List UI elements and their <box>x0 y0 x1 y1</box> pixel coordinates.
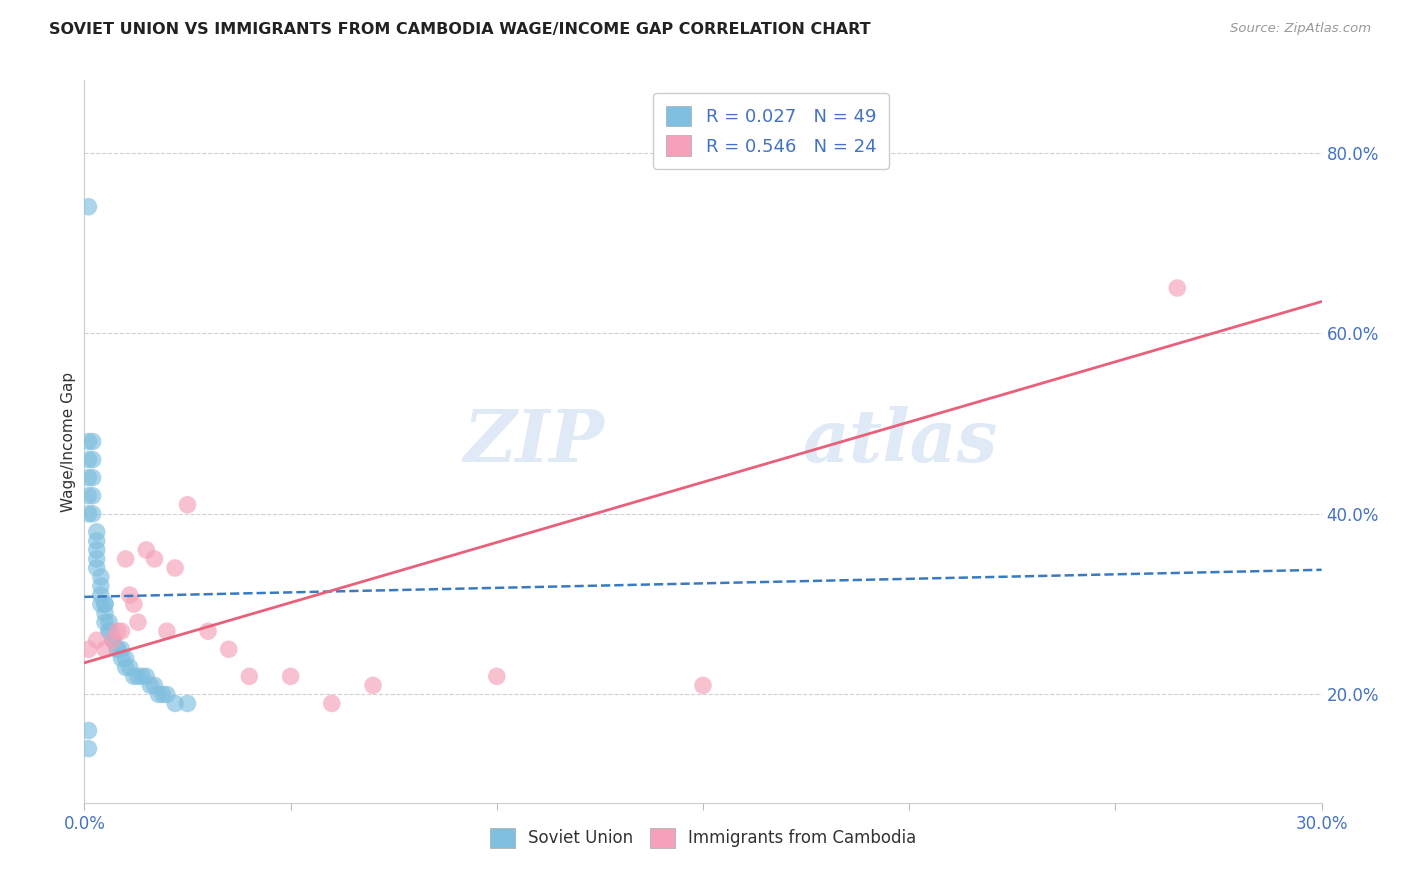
Point <box>165 561 187 575</box>
Point <box>90 579 112 593</box>
Point <box>82 471 104 485</box>
Point <box>165 697 187 711</box>
Point <box>94 597 117 611</box>
Point <box>139 678 162 692</box>
Point <box>127 669 149 683</box>
Point <box>176 697 198 711</box>
Point <box>86 542 108 557</box>
Point <box>98 624 121 639</box>
Point <box>103 633 125 648</box>
Point <box>86 533 108 548</box>
Point <box>110 651 132 665</box>
Point <box>110 642 132 657</box>
Point <box>90 588 112 602</box>
Point <box>86 561 108 575</box>
Point <box>321 697 343 711</box>
Point <box>156 687 179 701</box>
Point <box>156 624 179 639</box>
Point <box>77 642 100 657</box>
Point <box>114 552 136 566</box>
Point <box>94 615 117 630</box>
Point <box>77 434 100 449</box>
Point <box>238 669 260 683</box>
Point <box>135 542 157 557</box>
Point <box>77 723 100 738</box>
Point <box>98 615 121 630</box>
Y-axis label: Wage/Income Gap: Wage/Income Gap <box>60 371 76 512</box>
Point <box>103 633 125 648</box>
Point <box>86 552 108 566</box>
Point <box>197 624 219 639</box>
Point <box>122 597 145 611</box>
Point <box>94 606 117 620</box>
Point <box>152 687 174 701</box>
Point <box>218 642 240 657</box>
Point <box>77 471 100 485</box>
Point <box>1166 281 1188 295</box>
Point <box>94 642 117 657</box>
Point <box>118 588 141 602</box>
Point <box>86 633 108 648</box>
Point <box>103 633 125 648</box>
Point <box>485 669 508 683</box>
Point <box>135 669 157 683</box>
Point <box>77 507 100 521</box>
Point <box>77 741 100 756</box>
Point <box>105 624 128 639</box>
Text: SOVIET UNION VS IMMIGRANTS FROM CAMBODIA WAGE/INCOME GAP CORRELATION CHART: SOVIET UNION VS IMMIGRANTS FROM CAMBODIA… <box>49 22 870 37</box>
Point <box>77 200 100 214</box>
Point <box>361 678 384 692</box>
Point <box>692 678 714 692</box>
Point <box>86 524 108 539</box>
Point <box>122 669 145 683</box>
Point <box>143 678 166 692</box>
Point <box>105 642 128 657</box>
Legend: Soviet Union, Immigrants from Cambodia: Soviet Union, Immigrants from Cambodia <box>481 820 925 856</box>
Point <box>98 624 121 639</box>
Point <box>82 434 104 449</box>
Point <box>90 597 112 611</box>
Point <box>114 651 136 665</box>
Point <box>77 489 100 503</box>
Point <box>110 624 132 639</box>
Point <box>82 507 104 521</box>
Point <box>105 642 128 657</box>
Point <box>131 669 153 683</box>
Point <box>148 687 170 701</box>
Point <box>127 615 149 630</box>
Point <box>82 489 104 503</box>
Text: Source: ZipAtlas.com: Source: ZipAtlas.com <box>1230 22 1371 36</box>
Text: ZIP: ZIP <box>463 406 605 477</box>
Point <box>176 498 198 512</box>
Point <box>280 669 302 683</box>
Point <box>77 452 100 467</box>
Point <box>143 552 166 566</box>
Point <box>90 570 112 584</box>
Point <box>118 660 141 674</box>
Point <box>82 452 104 467</box>
Text: atlas: atlas <box>801 406 997 477</box>
Point <box>114 660 136 674</box>
Point <box>94 597 117 611</box>
